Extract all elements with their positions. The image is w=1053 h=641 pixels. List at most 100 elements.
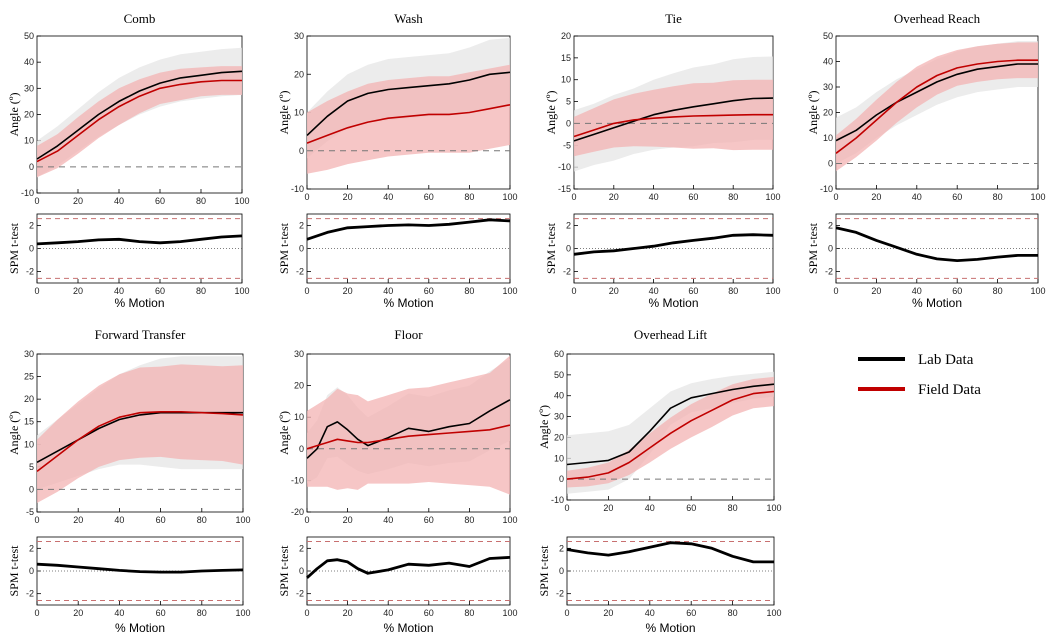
spm-axis-xtick-label: 100 (234, 286, 249, 296)
angle-axis-ytick-label: -10 (21, 188, 34, 198)
spm-axis-xtick-label: 100 (502, 608, 517, 618)
spm-axis-xtick-label: 0 (34, 286, 39, 296)
spm-ylabel: SPM t-test (544, 222, 558, 274)
spm-axis-ytick-label: 0 (559, 566, 564, 576)
spm-axis-xtick-label: 80 (196, 286, 206, 296)
x-axis-label: % Motion (645, 621, 695, 635)
spm-axis-xtick-label: 40 (645, 608, 655, 618)
angle-axis-xtick-label: 40 (383, 192, 393, 202)
spm-axis-ytick-label: 0 (828, 244, 833, 254)
angle-axis-ytick-label: -5 (563, 140, 571, 150)
spm-axis-ytick-label: -2 (296, 589, 304, 599)
angle-axis-ytick-label: -20 (291, 507, 304, 517)
spm-axis-xtick-label: 40 (114, 286, 124, 296)
angle-axis-ytick-label: 0 (29, 484, 34, 494)
angle-axis-ytick-label: 20 (24, 110, 34, 120)
spm-axis-xtick-label: 0 (833, 286, 838, 296)
angle-axis-xtick-label: 80 (993, 192, 1003, 202)
field-sd-band (37, 364, 243, 503)
angle-axis-xtick-label: 0 (34, 196, 39, 206)
spm-axis-xtick-label: 20 (609, 286, 619, 296)
field-mean-line (306, 104, 511, 144)
angle-axis-ytick-label: -10 (558, 162, 571, 172)
spm-ylabel: SPM t-test (806, 222, 820, 274)
angle-axis-xtick-label: 20 (343, 192, 353, 202)
angle-axis-xtick-label: 20 (343, 515, 353, 525)
angle-axis-xtick-label: 40 (114, 515, 124, 525)
field-mean-line (566, 390, 775, 480)
spm-axis-ytick-label: 2 (299, 543, 304, 553)
spm-axis-xtick-label: 20 (343, 608, 353, 618)
angle-ylabel: Angle (º) (277, 411, 291, 455)
angle-axis-ytick-label: 15 (561, 53, 571, 63)
spm-ylabel: SPM t-test (277, 222, 291, 274)
angle-axis-ytick-label: 50 (823, 31, 833, 41)
angle-axis-ytick-label: 60 (554, 349, 564, 359)
spm-axis-xtick-label: 100 (1030, 286, 1045, 296)
angle-ylabel: Angle (º) (537, 405, 551, 449)
angle-axis-ytick-label: 0 (299, 146, 304, 156)
spm-axis-xtick-label: 40 (649, 286, 659, 296)
angle-axis-xtick-label: 20 (871, 192, 881, 202)
angle-axis-xtick-label: 60 (424, 515, 434, 525)
panel-title: Tie (665, 11, 682, 26)
legend: Lab Data Field Data (858, 352, 981, 398)
angle-axis-ytick-label: 20 (294, 381, 304, 391)
lab-mean-line (573, 97, 774, 142)
spm-axis-ytick-label: 2 (559, 543, 564, 553)
spm-t-curve (306, 218, 511, 241)
angle-axis-xtick-label: 0 (304, 515, 309, 525)
field-sd-band (307, 355, 510, 495)
angle-axis-ytick-label: -10 (820, 184, 833, 194)
spm-axis-ytick-label: 2 (566, 221, 571, 231)
spm-axis-ytick-label: 0 (566, 244, 571, 254)
spm-axis-xtick-label: 20 (73, 608, 83, 618)
spm-axis-xtick-label: 60 (686, 608, 696, 618)
field-sd-band (836, 42, 1038, 172)
spm-axis-xtick-label: 100 (502, 286, 517, 296)
angle-axis-ytick-label: 40 (554, 391, 564, 401)
angle-axis-xtick-label: 100 (766, 503, 781, 513)
spm-axis-xtick-label: 100 (765, 286, 780, 296)
spm-ylabel: SPM t-test (537, 545, 551, 597)
angle-axis-ytick-label: 0 (559, 474, 564, 484)
angle-axis-ytick-label: 15 (24, 417, 34, 427)
x-axis-label: % Motion (383, 296, 433, 310)
spm-axis-xtick-label: 60 (424, 286, 434, 296)
angle-axis-xtick-label: 80 (196, 196, 206, 206)
angle-axis-ytick-label: 20 (561, 31, 571, 41)
angle-axis-ytick-label: 0 (566, 118, 571, 128)
angle-axis-ytick-label: 50 (24, 31, 34, 41)
spm-axis-ytick-label: -2 (296, 267, 304, 277)
angle-axis-xtick-label: 40 (912, 192, 922, 202)
spm-axis-xtick-label: 0 (564, 608, 569, 618)
spm-axis-ytick-label: 0 (29, 244, 34, 254)
field-sd-band (37, 66, 242, 178)
spm-axis-ytick-label: 0 (299, 244, 304, 254)
angle-axis-ytick-label: 20 (294, 69, 304, 79)
angle-axis-ytick-label: 20 (554, 432, 564, 442)
field-mean-line (573, 113, 773, 138)
spm-axis-ytick-label: 0 (299, 566, 304, 576)
x-axis-label: % Motion (114, 296, 164, 310)
field-sd-band (574, 79, 773, 157)
angle-axis-ytick-label: 30 (554, 412, 564, 422)
angle-axis-ytick-label: 0 (29, 162, 34, 172)
spm-axis-ytick-label: -2 (556, 589, 564, 599)
spm-axis-xtick-label: 20 (871, 286, 881, 296)
spm-axis-xtick-label: 60 (155, 286, 165, 296)
spm-axis-ytick-label: -2 (26, 589, 34, 599)
spm-axis-xtick-label: 0 (571, 286, 576, 296)
angle-axis-xtick-label: 20 (73, 196, 83, 206)
spm-axis-xtick-label: 80 (728, 286, 738, 296)
spm-axis-xtick-label: 40 (383, 608, 393, 618)
spm-axis-xtick-label: 80 (993, 286, 1003, 296)
angle-axis-ytick-label: 30 (24, 83, 34, 93)
angle-axis-xtick-label: 100 (502, 515, 517, 525)
spm-t-curve (573, 233, 774, 256)
